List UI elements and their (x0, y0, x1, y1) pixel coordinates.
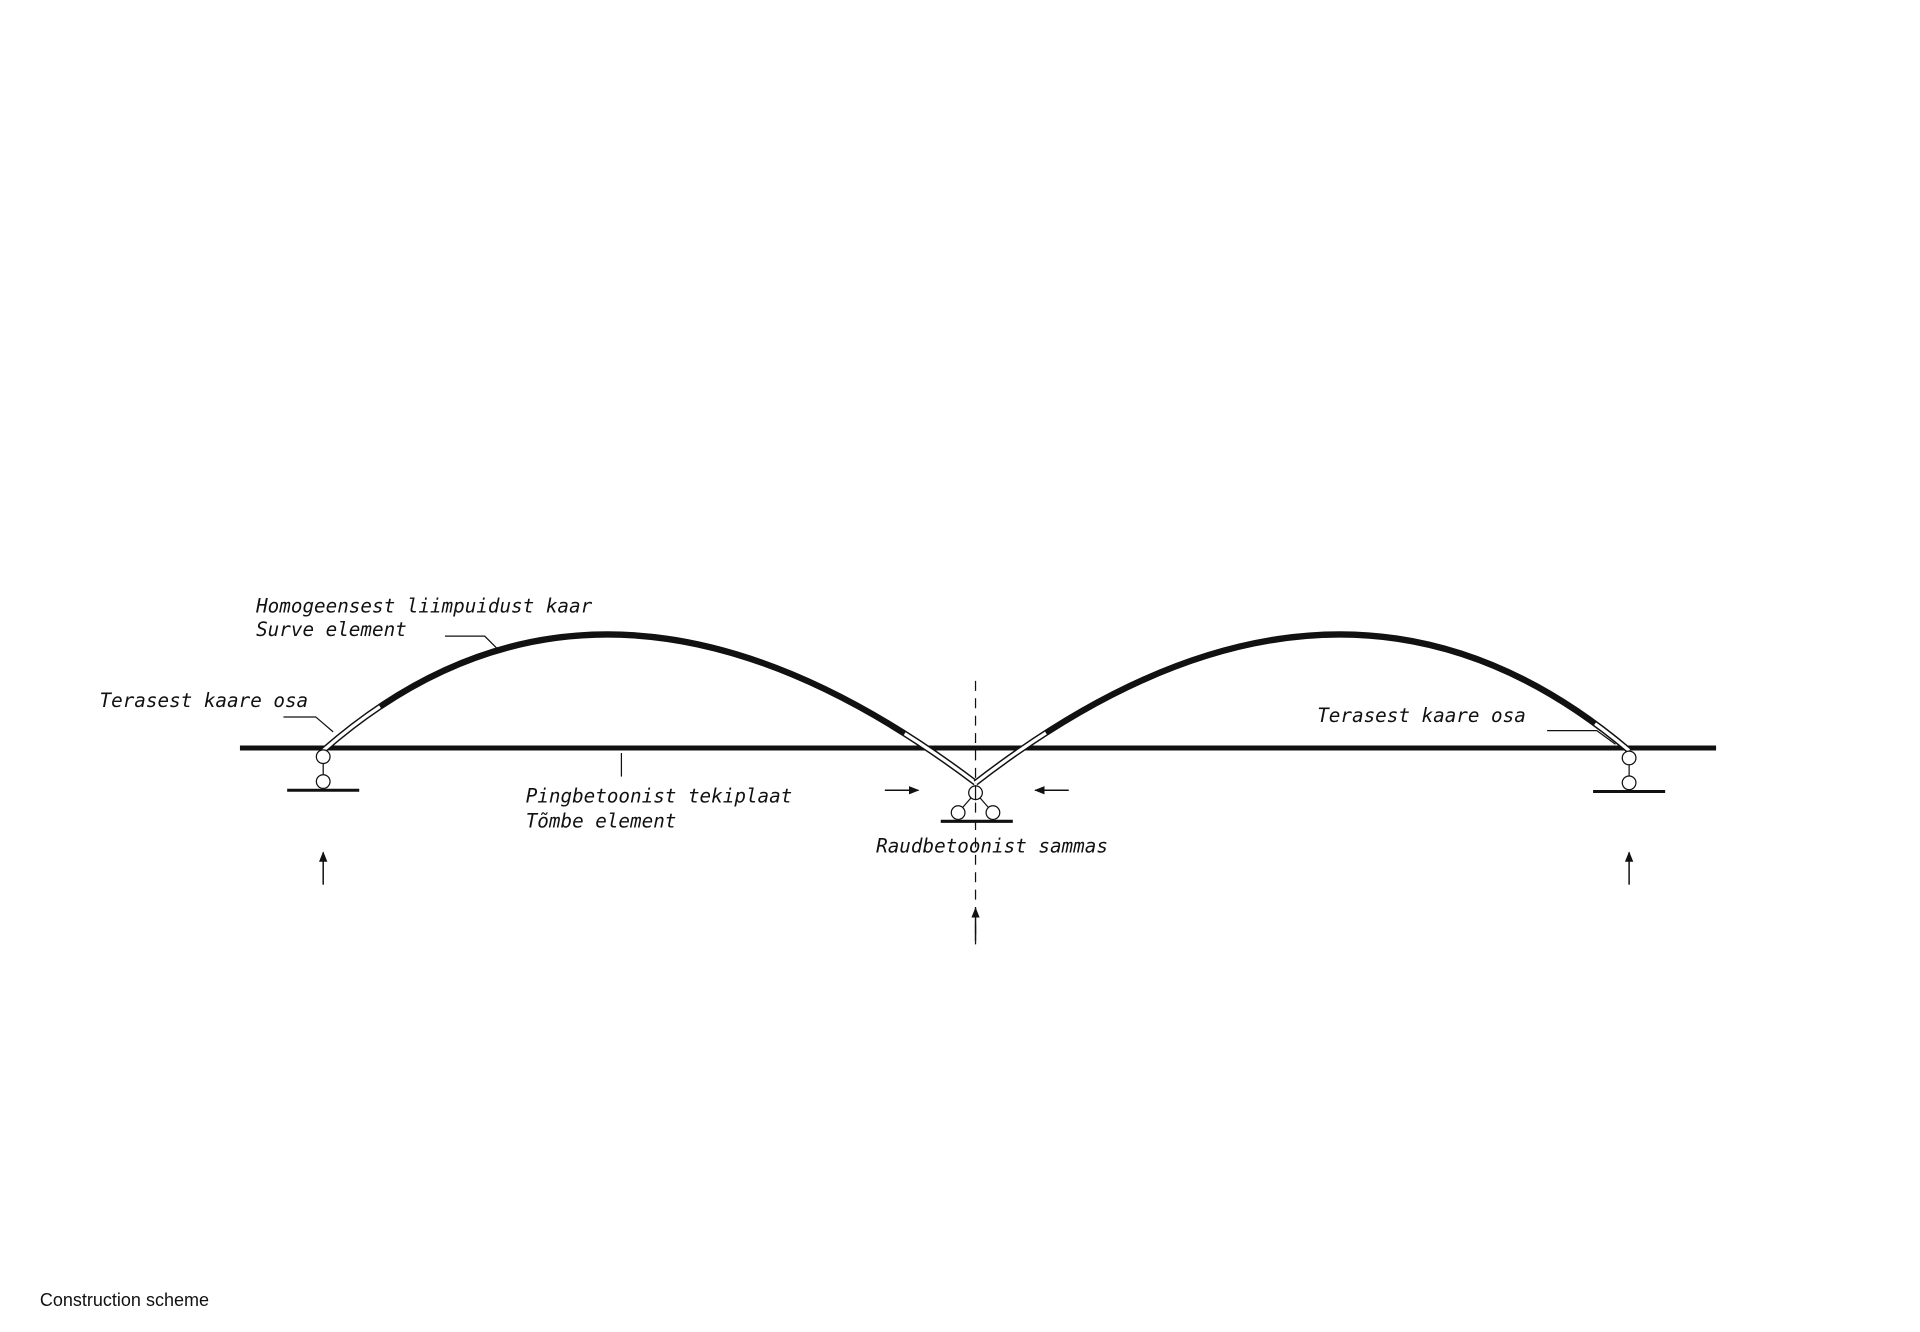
label: Surve element (256, 618, 407, 641)
center-support (940, 785, 1013, 823)
label: Pingbetoonist tekiplaat (526, 785, 793, 808)
leader-lines (283, 635, 1616, 777)
label: Tõmbe element (526, 810, 677, 833)
label: Raudbetoonist sammas (876, 834, 1108, 857)
label: Terasest kaare osa (100, 689, 309, 712)
caption: Construction scheme (40, 1290, 209, 1310)
right-arch (973, 631, 1632, 786)
force-arrows (319, 786, 1634, 942)
right-support (1593, 750, 1666, 794)
left-support (287, 749, 360, 792)
left-arch (321, 631, 978, 786)
label: Terasest kaare osa (1317, 704, 1526, 727)
label: Homogeensest liimpuidust kaar (255, 595, 593, 618)
